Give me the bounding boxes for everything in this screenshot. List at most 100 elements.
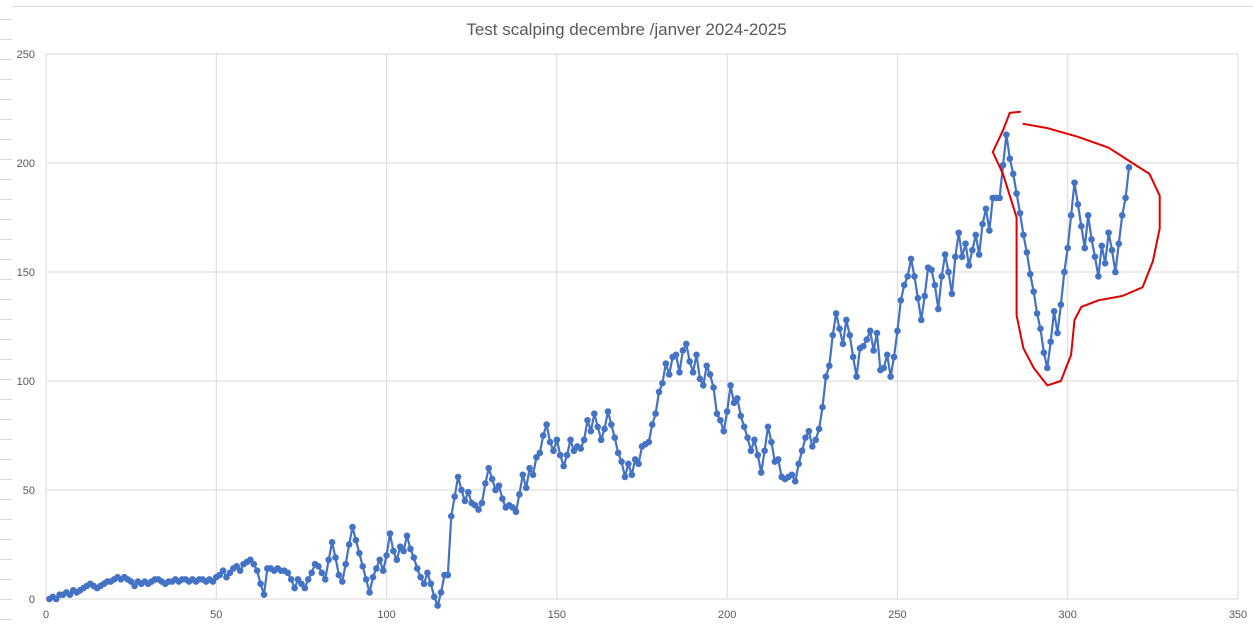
data-point	[839, 340, 847, 348]
data-point	[832, 310, 840, 317]
data-point	[1098, 242, 1106, 250]
data-point	[720, 427, 728, 435]
chart-title: Test scalping decembre /janver 2024-2025	[466, 20, 787, 39]
data-point	[301, 584, 309, 592]
x-tick-label: 250	[888, 609, 906, 621]
red-annotation-circle	[991, 111, 1161, 387]
data-point	[1067, 212, 1075, 219]
data-point	[465, 488, 472, 496]
data-point	[849, 353, 857, 361]
data-point	[659, 379, 666, 387]
data-point	[713, 410, 721, 418]
data-point	[386, 530, 394, 537]
data-point	[591, 410, 598, 418]
data-point	[863, 336, 871, 343]
y-tick-label: 100	[17, 376, 35, 388]
x-tick-label: 100	[377, 609, 395, 621]
data-point	[815, 425, 823, 433]
data-point	[665, 371, 673, 378]
data-point	[475, 506, 482, 513]
data-point	[526, 464, 533, 472]
data-point	[342, 560, 350, 568]
data-point	[686, 358, 693, 365]
data-point	[284, 569, 292, 577]
data-point	[883, 351, 891, 359]
data-point	[911, 273, 918, 280]
data-point	[454, 473, 462, 481]
data-point	[734, 395, 741, 402]
data-point	[621, 473, 629, 481]
data-point	[339, 578, 346, 585]
data-point	[717, 416, 724, 424]
data-point	[1006, 155, 1014, 162]
data-point	[679, 347, 687, 354]
data-point	[696, 375, 704, 383]
data-point	[625, 460, 632, 468]
data-point	[1040, 349, 1048, 356]
data-point	[315, 563, 322, 570]
data-point	[482, 480, 489, 487]
x-tick-label: 200	[718, 609, 736, 621]
data-point	[880, 364, 888, 372]
data-point	[1043, 364, 1051, 372]
data-point	[761, 447, 768, 455]
data-point	[577, 445, 584, 452]
data-point	[900, 281, 908, 289]
data-point	[434, 602, 441, 609]
data-point	[747, 447, 755, 455]
data-point	[349, 523, 356, 531]
data-point	[829, 331, 837, 339]
data-point	[1125, 164, 1133, 171]
data-point	[1016, 209, 1024, 217]
data-point	[1081, 244, 1089, 252]
data-point	[1115, 240, 1123, 247]
data-point	[369, 573, 377, 581]
data-point	[689, 368, 697, 376]
data-point	[253, 567, 261, 574]
data-point	[379, 567, 387, 574]
data-point	[291, 584, 298, 592]
data-point	[451, 493, 458, 500]
data-point	[1057, 301, 1065, 309]
data-point	[740, 423, 748, 431]
data-point	[999, 161, 1007, 169]
data-point	[352, 536, 360, 544]
data-point	[1061, 268, 1068, 276]
data-point	[260, 591, 268, 598]
data-point	[332, 554, 339, 561]
data-point	[1118, 212, 1126, 219]
data-point	[611, 434, 619, 441]
data-point	[727, 382, 734, 389]
spreadsheet-left-gridlines	[0, 0, 12, 630]
data-point	[700, 382, 707, 389]
data-point	[519, 471, 527, 479]
data-point	[710, 384, 717, 391]
data-point	[427, 580, 435, 588]
data-point	[1037, 325, 1044, 332]
data-point	[430, 593, 438, 601]
data-point	[648, 421, 656, 428]
data-point	[979, 220, 986, 228]
data-point	[703, 362, 711, 370]
data-point	[682, 340, 690, 348]
data-point	[413, 565, 421, 572]
data-point	[1023, 249, 1031, 256]
data-point	[614, 449, 622, 457]
data-point	[672, 351, 680, 359]
data-point	[488, 475, 496, 483]
data-point	[366, 589, 373, 596]
data-point	[403, 532, 411, 540]
data-point	[407, 545, 414, 553]
data-point	[788, 471, 796, 479]
data-point	[1095, 273, 1102, 280]
data-point	[601, 425, 608, 433]
data-point	[543, 421, 550, 428]
data-point	[287, 576, 295, 583]
data-point	[318, 569, 326, 577]
data-point	[962, 240, 969, 247]
data-point	[1050, 307, 1058, 315]
data-point	[890, 353, 898, 361]
data-point	[887, 373, 894, 380]
data-point	[410, 554, 418, 561]
data-point	[1091, 253, 1099, 261]
